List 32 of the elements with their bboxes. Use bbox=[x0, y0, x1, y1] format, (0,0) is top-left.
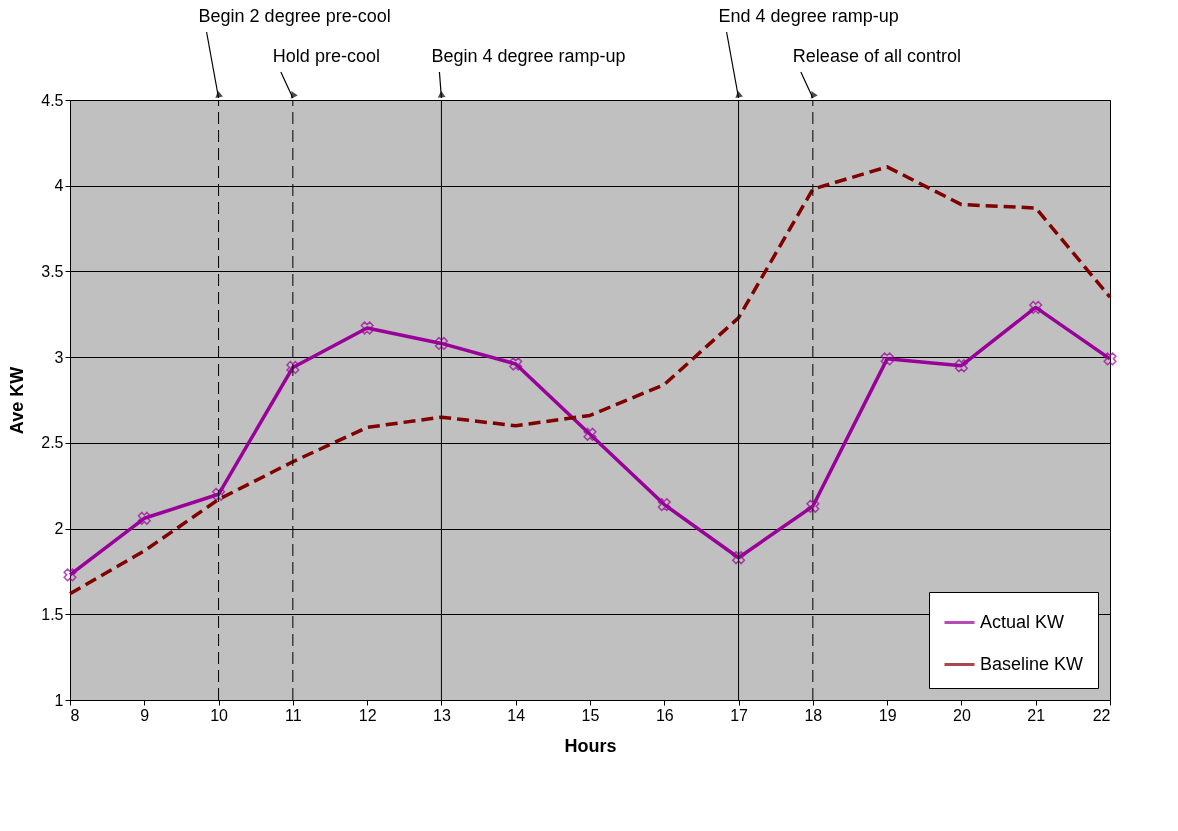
ref-line-label: Begin 2 degree pre-cool bbox=[198, 6, 391, 26]
x-tick-label: 19 bbox=[878, 706, 897, 724]
x-tick-label: 16 bbox=[655, 706, 674, 724]
ref-line-label: Release of all control bbox=[792, 46, 961, 66]
y-tick-label: 1.5 bbox=[41, 605, 64, 623]
ref-line-label: Hold pre-cool bbox=[272, 46, 380, 66]
x-tick-label: 21 bbox=[1027, 706, 1046, 724]
x-tick-label: 13 bbox=[433, 706, 451, 724]
ref-line-label: End 4 degree ramp-up bbox=[718, 6, 899, 26]
y-axis-title: Ave KW bbox=[7, 366, 28, 435]
y-tick-label: 3 bbox=[54, 348, 64, 366]
x-tick-label: 8 bbox=[70, 706, 80, 724]
x-tick-label: 10 bbox=[210, 706, 229, 724]
legend-label: Actual KW bbox=[980, 611, 1065, 632]
x-tick-label: 20 bbox=[953, 706, 971, 724]
x-axis-title: Hours bbox=[564, 735, 617, 756]
x-tick-label: 11 bbox=[285, 706, 302, 724]
y-tick-label: 2 bbox=[54, 520, 64, 538]
y-tick-label: 2.5 bbox=[41, 434, 64, 452]
ref-line-label: Begin 4 degree ramp-up bbox=[431, 46, 626, 66]
y-tick-label: 1 bbox=[54, 691, 64, 709]
x-tick-label: 9 bbox=[140, 706, 150, 724]
x-tick-label: 18 bbox=[804, 706, 823, 724]
x-tick-label: 14 bbox=[507, 706, 526, 724]
x-tick-label: 12 bbox=[358, 706, 377, 724]
y-tick-label: 4 bbox=[54, 177, 64, 195]
x-tick-label: 15 bbox=[581, 706, 600, 724]
x-tick-label: 22 bbox=[1092, 706, 1111, 724]
legend-label: Baseline KW bbox=[980, 653, 1084, 674]
y-tick-label: 3.5 bbox=[41, 262, 64, 280]
x-tick-label: 17 bbox=[730, 706, 749, 724]
y-tick-label: 4.5 bbox=[41, 91, 64, 109]
